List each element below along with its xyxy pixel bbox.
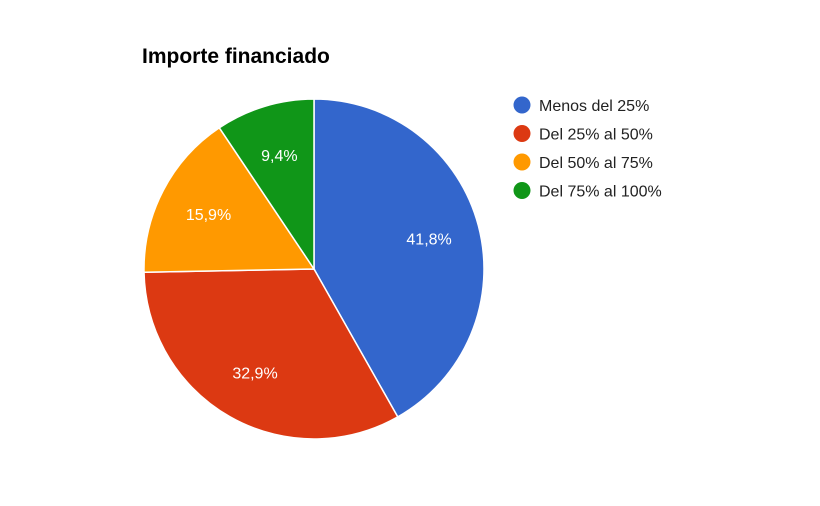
pie-slice-1[interactable] bbox=[313, 98, 485, 418]
pie-slices bbox=[143, 98, 485, 440]
legend-label-4: Del 75% al 100% bbox=[539, 184, 662, 201]
slice-label-1: 41,8% bbox=[406, 232, 451, 249]
chart-legend: Menos del 25% Del 25% al 50% Del 50% al 75… bbox=[513, 96, 662, 201]
legend-swatch-3 bbox=[513, 153, 531, 171]
legend-label-1: Menos del 25% bbox=[539, 98, 649, 115]
legend-item-2[interactable]: Del 25% al 50% bbox=[513, 125, 653, 144]
legend-item-1[interactable]: Menos del 25% bbox=[513, 96, 650, 116]
legend-swatch-4 bbox=[513, 182, 531, 199]
pie-slice-labels: 41,8% 32,9% 15,9% 9,4% bbox=[186, 148, 452, 382]
legend-swatch-2 bbox=[513, 125, 531, 142]
chart-title: Importe financiado bbox=[142, 45, 330, 68]
legend-label-2: Del 25% al 50% bbox=[539, 127, 653, 144]
slice-label-4: 9,4% bbox=[261, 148, 297, 165]
pie-slice-4[interactable] bbox=[218, 98, 315, 272]
pie-slice-2[interactable] bbox=[143, 268, 399, 440]
slice-label-3: 15,9% bbox=[186, 207, 231, 224]
pie-slice-3[interactable] bbox=[143, 126, 316, 273]
slice-label-2: 32,9% bbox=[232, 365, 277, 382]
legend-item-3[interactable]: Del 50% al 75% bbox=[513, 153, 653, 173]
legend-item-4[interactable]: Del 75% al 100% bbox=[513, 182, 662, 201]
legend-swatch-1 bbox=[513, 96, 531, 114]
legend-label-3: Del 50% al 75% bbox=[539, 155, 653, 172]
